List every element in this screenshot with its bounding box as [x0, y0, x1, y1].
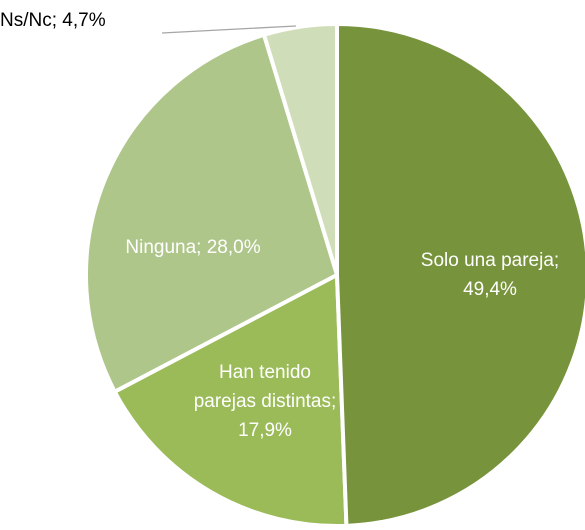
leader-line — [161, 25, 297, 34]
pie-slice — [335, 21, 585, 528]
data-label: Solo una pareja; 49,4% — [420, 250, 560, 300]
data-label: Ninguna; 28,0% — [125, 237, 261, 258]
pie-slice — [84, 32, 340, 395]
data-label: Ns/Nc; 4,7% — [0, 10, 106, 31]
data-label: Han tenido parejas distintas; 17,9% — [193, 362, 337, 441]
pie-slice — [112, 271, 349, 528]
